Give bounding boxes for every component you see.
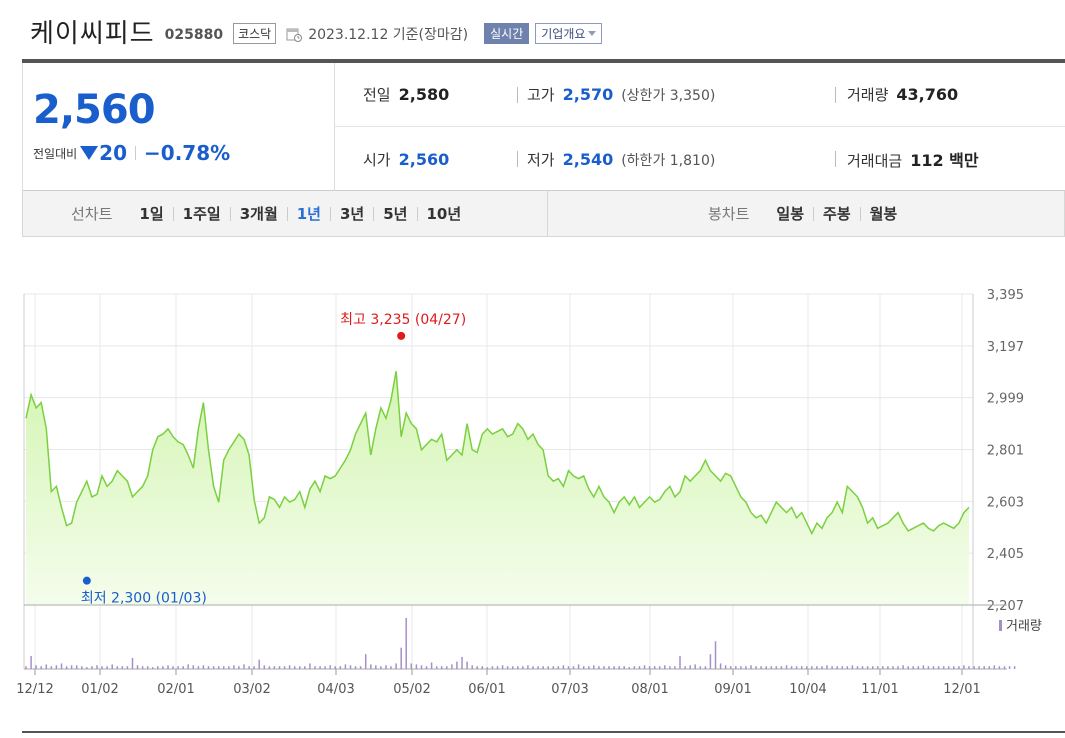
x-tick-label: 09/01 [714, 682, 751, 697]
period-2-button[interactable]: 3개월 [229, 206, 287, 221]
high-label: 최고 3,235 (04/27) [340, 312, 466, 328]
high-marker [397, 331, 406, 340]
base-date: 2023.12.12 기준(장마감) [308, 27, 469, 43]
x-tick-label: 05/02 [393, 682, 430, 697]
x-tick-label: 06/01 [468, 682, 505, 697]
stat-value: 2,540 [562, 149, 614, 169]
line-chart-title: 선차트 [71, 205, 113, 223]
candle-chart-title: 봉차트 [708, 205, 750, 223]
price-chart-svg: 3,395 3,197 2,999 2,801 2,603 2,405 2,207 12/12… [16, 288, 1065, 733]
company-overview-label: 기업개요 [541, 26, 586, 41]
candle-1-button[interactable]: 주봉 [813, 206, 860, 221]
stats-row: 시가 2,560 저가 2,540 (하한가 1,810) 거래대금 112 백… [335, 127, 1065, 191]
current-price: 2,560 [33, 87, 156, 133]
stat-high: 고가 2,570 (상한가 3,350) [527, 84, 715, 105]
candle-0-button[interactable]: 일봉 [776, 204, 805, 223]
x-tick-label: 10/04 [789, 682, 826, 697]
stat-value: 43,760 [896, 85, 959, 104]
y-tick-label: 2,405 [987, 547, 1024, 562]
stat-low: 저가 2,540 (하한가 1,810) [527, 149, 715, 170]
x-tick-label: 12/12 [16, 682, 53, 697]
y-tick-label: 2,207 [987, 599, 1024, 614]
stat-amount: 거래대금 112 백만 [847, 147, 979, 171]
stat-label: 저가 [527, 150, 555, 169]
x-tick-label: 07/03 [551, 682, 588, 697]
stock-code: 025880 [164, 27, 224, 43]
upper-limit: (상한가 3,350) [621, 88, 716, 104]
x-tick-label: 11/01 [861, 682, 898, 697]
stat-value: 2,560 [398, 149, 450, 169]
change-row: 전일대비 20 −0.78% [33, 141, 230, 165]
period-3-button[interactable]: 1년 [286, 206, 330, 221]
stats-row: 전일 2,580 고가 2,570 (상한가 3,350) 거래량 43,760 [335, 63, 1065, 127]
stat-value: 2,580 [398, 85, 450, 104]
stock-name: 케이씨피드 [30, 18, 155, 49]
quote-summary: 2,560 전일대비 20 −0.78% 전일 2,580 고가 2,570 (… [22, 59, 1065, 191]
y-tick-label: 2,603 [987, 495, 1024, 510]
x-tick-label: 12/01 [943, 682, 980, 697]
price-block: 2,560 전일대비 20 −0.78% [22, 63, 335, 191]
change-label: 전일대비 [33, 146, 78, 161]
y-tick-label: 3,395 [987, 288, 1024, 303]
price-line [25, 371, 970, 536]
y-tick-label: 3,197 [987, 340, 1024, 355]
stat-open: 시가 2,560 [363, 149, 449, 170]
period-6-button[interactable]: 10년 [416, 206, 471, 221]
line-chart-periods: 선차트 1일 1주일 3개월 1년 3년 5년 10년 [23, 191, 548, 236]
divider [135, 146, 137, 160]
down-arrow-icon [80, 146, 99, 160]
stat-label: 전일 [363, 86, 391, 104]
divider [835, 151, 836, 167]
stat-volume: 거래량 43,760 [847, 84, 958, 105]
x-tick-label: 02/01 [157, 682, 194, 697]
x-tick-label: 08/01 [631, 682, 668, 697]
change-value: 20 [99, 141, 128, 165]
calendar-icon [286, 26, 303, 42]
divider [517, 151, 518, 167]
period-0-button[interactable]: 1일 [139, 204, 164, 223]
chart-toolbar: 선차트 1일 1주일 3개월 1년 3년 5년 10년 봉차트 일봉 주봉 월봉 [22, 191, 1065, 237]
volume-legend-label: 거래량 [1006, 619, 1042, 634]
stock-header: 케이씨피드 025880 코스닥 2023.12.12 기준(장마감) 실시간 … [30, 14, 603, 49]
period-1-button[interactable]: 1주일 [172, 206, 230, 221]
divider [517, 86, 518, 103]
market-badge: 코스닥 [233, 22, 277, 44]
period-4-button[interactable]: 3년 [330, 206, 373, 221]
change-percent: −0.78% [144, 141, 231, 165]
x-tick-label: 04/03 [317, 682, 354, 697]
low-label: 최저 2,300 (01/03) [81, 591, 207, 607]
period-5-button[interactable]: 5년 [373, 206, 416, 221]
x-tick-label: 03/02 [233, 682, 270, 697]
divider [835, 86, 836, 103]
company-overview-dropdown[interactable]: 기업개요 [535, 22, 603, 44]
y-tick-label: 2,801 [987, 444, 1024, 459]
realtime-button[interactable]: 실시간 [484, 22, 530, 44]
stats-table: 전일 2,580 고가 2,570 (상한가 3,350) 거래량 43,760… [335, 63, 1065, 191]
price-area [26, 371, 969, 605]
chevron-down-icon [588, 30, 597, 36]
price-chart: 3,395 3,197 2,999 2,801 2,603 2,405 2,207 12/12… [0, 237, 1065, 734]
stat-value: 2,570 [562, 85, 614, 104]
stat-value: 112 백만 [910, 151, 979, 170]
stat-label: 거래량 [847, 86, 889, 104]
volume-legend-swatch [999, 620, 1002, 631]
low-marker [82, 576, 91, 585]
stat-label: 거래대금 [847, 152, 903, 170]
candle-2-button[interactable]: 월봉 [859, 206, 907, 221]
y-tick-label: 2,999 [987, 392, 1024, 407]
stat-label: 시가 [363, 150, 391, 169]
x-tick-label: 01/02 [81, 682, 118, 697]
candle-chart-periods: 봉차트 일봉 주봉 월봉 [548, 191, 1064, 236]
stat-label: 고가 [527, 86, 555, 104]
lower-limit: (하한가 1,810) [621, 152, 716, 169]
stat-prev: 전일 2,580 [363, 84, 449, 105]
